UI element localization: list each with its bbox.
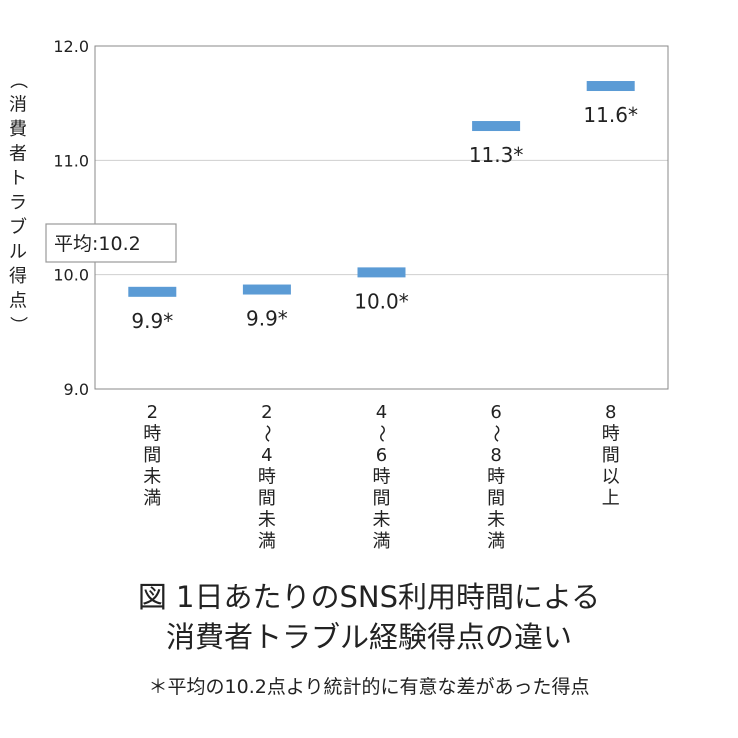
category-label-char: 〜 xyxy=(256,425,277,443)
data-label: 10.0* xyxy=(354,289,409,313)
y-axis-label-char: 消 xyxy=(9,95,27,116)
y-axis-label-char: ト xyxy=(9,168,27,189)
figure-title-line-1: 図 1日あたりのSNS利用時間による xyxy=(137,580,601,614)
plot-area-frame xyxy=(94,45,669,390)
data-marker xyxy=(472,121,521,132)
category-label-char: 8 xyxy=(605,402,616,423)
y-axis-label-char: 点 xyxy=(9,291,27,312)
y-axis-label-char: ブ xyxy=(9,216,27,238)
category-label-char: 4 xyxy=(261,445,272,466)
category-label-char: 時 xyxy=(487,467,505,488)
category-label-char: 間 xyxy=(258,488,276,509)
figure-note: ＊平均の10.2点より統計的に有意な差があった得点 xyxy=(148,676,590,698)
category-label-char: 未 xyxy=(487,510,505,531)
category-label-char: 4 xyxy=(376,402,387,423)
data-marker xyxy=(242,284,291,295)
y-axis-label-char: ラ xyxy=(9,193,27,214)
data-label: 9.9* xyxy=(131,309,173,333)
y-tick-label: 9.0 xyxy=(64,380,89,399)
category-label-char: 時 xyxy=(602,424,620,445)
category-label-char: 間 xyxy=(487,488,505,509)
category-label-char: 6 xyxy=(490,402,501,423)
category-label-char: 未 xyxy=(258,510,276,531)
figure-title-line-2: 消費者トラブル経験得点の違い xyxy=(165,620,572,654)
data-label: 11.6* xyxy=(583,103,638,127)
category-label-char: 時 xyxy=(258,467,276,488)
y-axis-label-char: 得 xyxy=(9,266,27,287)
y-axis-label-char: 費 xyxy=(9,119,27,140)
category-label-char: 6 xyxy=(376,445,387,466)
y-axis-label-char: 者 xyxy=(9,144,27,165)
category-label-char: 2 xyxy=(147,402,158,423)
data-markers xyxy=(128,81,635,297)
category-label-char: 間 xyxy=(373,488,391,509)
y-tick-label: 10.0 xyxy=(53,266,89,285)
average-annotation: 平均:10.2 xyxy=(45,223,177,263)
data-marker xyxy=(586,81,635,92)
data-labels: 9.9* 9.9* 10.0* 11.3* 11.6* xyxy=(131,103,638,333)
category-label-char: 〜 xyxy=(485,425,506,443)
category-label-char: 間 xyxy=(602,445,620,466)
y-axis-label-char: （ xyxy=(7,71,28,89)
category-label-char: 以 xyxy=(602,467,620,488)
data-marker xyxy=(357,267,406,278)
category-label-char: 未 xyxy=(143,467,161,488)
category-label-char: 満 xyxy=(373,531,391,552)
y-tick-label: 11.0 xyxy=(53,151,89,170)
category-label-char: 満 xyxy=(487,531,505,552)
data-label: 11.3* xyxy=(469,143,524,167)
category-label-char: 満 xyxy=(258,531,276,552)
average-label: 平均:10.2 xyxy=(54,233,141,255)
category-label-char: 2 xyxy=(261,402,272,423)
y-axis-ticks: 9.0 10.0 11.0 12.0 xyxy=(53,37,89,399)
gridlines xyxy=(95,159,668,276)
y-axis-label-char: ） xyxy=(7,316,28,334)
category-label-char: 〜 xyxy=(371,425,392,443)
category-label-char: 満 xyxy=(143,488,161,509)
category-label-char: 上 xyxy=(602,488,620,509)
category-label-char: 時 xyxy=(143,424,161,445)
data-marker xyxy=(128,286,177,297)
y-axis-label-char: ル xyxy=(9,242,27,263)
data-label: 9.9* xyxy=(246,307,288,331)
category-label-char: 未 xyxy=(373,510,391,531)
category-label-char: 間 xyxy=(143,445,161,466)
y-tick-label: 12.0 xyxy=(53,37,89,56)
average-box xyxy=(45,223,177,263)
category-label-char: 時 xyxy=(373,467,391,488)
category-label-char: 8 xyxy=(490,445,501,466)
